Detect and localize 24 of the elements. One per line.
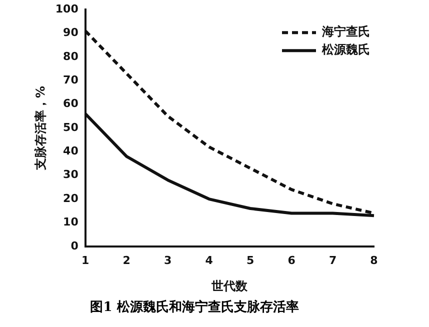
caption: 图1 松源魏氏和海宁查氏支脉存活率 [89,298,300,316]
y-tick-label: 20 [63,192,79,205]
x-tick-label: 7 [328,254,337,267]
y-tick-label: 90 [63,26,79,40]
x-axis-title: 世代数 [210,278,249,293]
x-tick-label: 5 [246,254,254,267]
y-tick-label: 0 [70,239,79,252]
x-tick-label: 3 [164,254,172,267]
y-axis-title: 支脉存活率，% [33,86,48,172]
x-tick-label: 1 [82,254,90,267]
y-tick-label: 50 [63,120,79,134]
y-tick-label: 100 [55,2,79,16]
y-tick-label: 40 [63,144,79,158]
y-tick-label: 10 [63,216,79,229]
y-tick-label: 70 [63,74,79,86]
x-tick-label: 2 [122,254,130,267]
legend-label: 海宁查氏 [321,24,370,39]
y-tick-label: 60 [63,97,79,110]
x-tick-label: 4 [205,254,214,267]
x-tick-label: 8 [370,254,378,267]
x-tick-label: 6 [288,254,296,267]
y-tick-label: 80 [63,50,79,63]
y-tick-label: 30 [63,168,79,182]
legend-label: 松源魏氏 [321,42,370,57]
